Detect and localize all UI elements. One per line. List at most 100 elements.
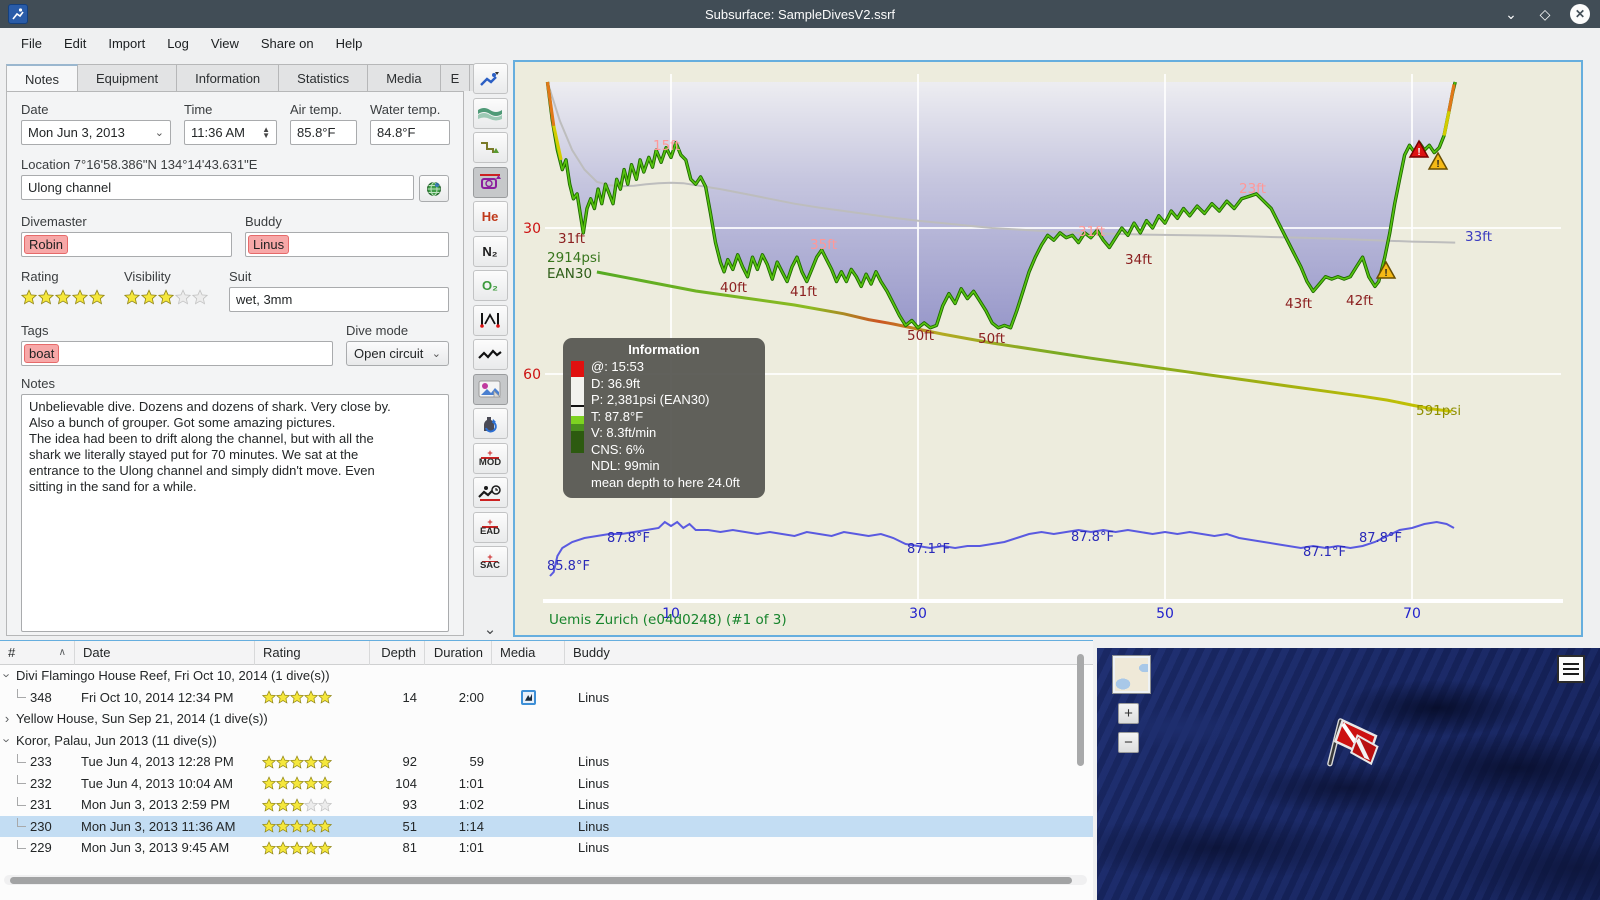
tab-information[interactable]: Information	[177, 64, 280, 91]
dive-list-horizontal-scrollbar[interactable]	[4, 875, 1087, 885]
menu-item-edit[interactable]: Edit	[63, 35, 87, 51]
buddy-chip[interactable]: Linus	[248, 235, 290, 254]
time-spinbox[interactable]: 11:36 AM ▲ ▼	[184, 120, 277, 145]
calculated-ceiling-icon[interactable]	[472, 132, 508, 163]
svg-text:15ft: 15ft	[653, 138, 680, 154]
spin-arrows-icon[interactable]: ▲ ▼	[262, 124, 270, 140]
collapse-caret-icon[interactable]: ›	[0, 738, 15, 743]
shade-water-icon[interactable]	[472, 97, 508, 129]
column-header-rating[interactable]: Rating	[255, 640, 370, 665]
gas-switch-icon[interactable]	[472, 408, 508, 439]
maximize-button[interactable]: ◇	[1539, 5, 1551, 22]
column-header-date[interactable]: Date	[75, 640, 255, 665]
svg-text:87.1°F: 87.1°F	[907, 542, 950, 557]
dive-row-233[interactable]: 233 Tue Jun 4, 2013 12:28 PM 92 59 Linus	[0, 751, 1093, 773]
ead-icon[interactable]: + EAD	[472, 511, 508, 543]
ndl-time-icon[interactable]	[472, 477, 508, 508]
tree-branch-icon	[17, 796, 26, 806]
minimize-button[interactable]: ⌄	[1505, 5, 1517, 22]
air-temp-field[interactable]: 85.8°F	[290, 120, 357, 145]
media-photo-icon[interactable]	[521, 689, 536, 705]
water-temp-field[interactable]: 84.8°F	[370, 120, 450, 145]
dive-list-vertical-scrollbar[interactable]	[1076, 652, 1085, 867]
globe-button[interactable]	[419, 175, 449, 202]
map-zoom-out-button[interactable]: −	[1118, 732, 1139, 753]
svg-text:23ft: 23ft	[1239, 181, 1266, 197]
menu-item-log[interactable]: Log	[167, 35, 189, 51]
photos-icon[interactable]	[472, 373, 508, 405]
divemaster-chip[interactable]: Robin	[24, 235, 68, 254]
dive-buddy: Linus	[578, 818, 610, 834]
svg-text:!: !	[1384, 268, 1387, 279]
dive-profile-chart[interactable]: 85.8°F 87.8°F 87.1°F 87.8°F 87.1°F 87.8°F 15ft…	[513, 60, 1583, 637]
dive-row-229[interactable]: 229 Mon Jun 3, 2013 9:45 AM 81 1:01 Linus	[0, 837, 1093, 859]
menu-item-import[interactable]: Import	[108, 35, 146, 51]
tab-statistics[interactable]: Statistics	[279, 64, 369, 91]
sac-icon[interactable]: + SAC	[472, 546, 508, 577]
divemaster-input[interactable]: Robin	[21, 232, 232, 257]
map-menu-button[interactable]	[1557, 655, 1585, 683]
column-header-buddy[interactable]: Buddy	[573, 645, 610, 660]
trip-row[interactable]: › Divi Flamingo House Reef, Fri Oct 10, 2…	[0, 665, 1093, 687]
location-label: Location 7°16'58.386"N 134°14'43.631"E	[21, 157, 258, 172]
column-header-duration[interactable]: Duration	[425, 640, 492, 665]
warning-yellow-icon[interactable]: !	[1427, 151, 1449, 170]
tags-label: Tags	[21, 323, 49, 338]
menu-item-share-on[interactable]: Share on	[260, 35, 314, 51]
notes-label: Notes	[21, 376, 55, 391]
dive-number: 229	[30, 840, 52, 856]
notes-textarea[interactable]: Unbelievable dive. Dozens and dozens of …	[21, 394, 449, 632]
tag-chip[interactable]: boat	[24, 344, 60, 363]
dive-row-348[interactable]: 348 Fri Oct 10, 2014 12:34 PM 14 2:00 Linus	[0, 687, 1093, 709]
trip-row[interactable]: › Koror, Palau, Jun 2013 (11 dive(s))	[0, 730, 1093, 752]
expand-caret-icon[interactable]: ›	[4, 711, 10, 727]
tab-equipment[interactable]: Equipment	[77, 64, 178, 91]
buddy-input[interactable]: Linus	[245, 232, 449, 257]
menu-item-help[interactable]: Help	[335, 35, 363, 51]
suit-input[interactable]: wet, 3mm	[229, 287, 449, 312]
trip-row[interactable]: › Yellow House, Sun Sep 21, 2014 (1 dive(…	[0, 708, 1093, 730]
dive-depth: 81	[402, 840, 417, 856]
close-button[interactable]: ✕	[1570, 4, 1590, 24]
visibility-stars[interactable]	[124, 289, 216, 305]
sort-indicator-icon: ∧	[58, 647, 66, 658]
dive-row-231[interactable]: 231 Mon Jun 3, 2013 2:59 PM 93 1:02 Linus	[0, 794, 1093, 816]
dive-site-map[interactable]: + −	[1097, 648, 1600, 900]
column-header-num[interactable]: # ∧	[0, 640, 75, 665]
tab-notes[interactable]: Notes	[6, 64, 78, 93]
oxygen-pp-icon[interactable]: O₂	[472, 270, 508, 301]
dive-row-232[interactable]: 232 Tue Jun 4, 2013 10:04 AM 104 1:01 Linus	[0, 773, 1093, 795]
dive-buddy: Linus	[578, 840, 610, 856]
window-title: Subsurface: SampleDivesV2.ssrf	[704, 6, 896, 22]
dive-mode-icon[interactable]	[472, 63, 508, 94]
dc-reported-ceiling-icon[interactable]	[472, 166, 508, 198]
collapse-caret-icon[interactable]: ›	[0, 673, 15, 678]
svg-text:70: 70	[1403, 606, 1421, 622]
map-overview-thumbnail[interactable]	[1113, 656, 1150, 693]
rating-stars[interactable]	[21, 289, 111, 305]
tab-e[interactable]: E	[440, 64, 471, 91]
location-input[interactable]: Ulong channel	[21, 175, 414, 200]
dive-row-230[interactable]: 230 Mon Jun 3, 2013 11:36 AM 51 1:14 Linus	[0, 815, 1093, 837]
menu-item-view[interactable]: View	[210, 35, 239, 51]
warning-red-icon[interactable]: !	[1408, 139, 1430, 158]
toolbar-collapse-chevron-icon[interactable]: ⌄	[483, 621, 497, 638]
mod-icon[interactable]: + MOD	[472, 442, 508, 474]
dive-mode-select[interactable]: Open circuit ⌄	[346, 341, 449, 366]
dive-flag-marker[interactable]	[1315, 710, 1385, 780]
map-zoom-in-button[interactable]: +	[1118, 703, 1139, 724]
svg-text:30: 30	[909, 606, 927, 622]
tab-media[interactable]: Media	[368, 64, 441, 91]
nitrogen-pp-icon[interactable]: N₂	[472, 235, 508, 267]
tags-input[interactable]: boat	[21, 341, 333, 366]
ruler-icon[interactable]	[472, 304, 508, 336]
warning-yellow-icon[interactable]: !	[1375, 260, 1397, 279]
dive-date: Tue Jun 4, 2013 10:04 AM	[81, 775, 234, 791]
column-header-media[interactable]: Media	[492, 640, 565, 665]
helium-pp-icon[interactable]: He	[472, 201, 508, 232]
heart-rate-icon[interactable]	[472, 339, 508, 370]
date-combobox[interactable]: Mon Jun 3, 2013 ⌄	[21, 120, 171, 145]
menu-item-file[interactable]: File	[21, 35, 42, 51]
svg-text:EAN30: EAN30	[547, 266, 592, 282]
column-header-depth[interactable]: Depth	[370, 640, 425, 665]
